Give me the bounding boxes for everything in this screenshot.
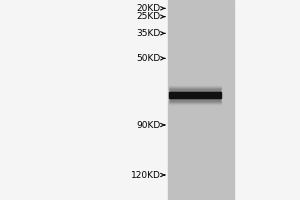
Bar xyxy=(168,0,234,200)
Bar xyxy=(169,92,220,98)
Text: 25KD: 25KD xyxy=(136,12,160,21)
Text: 120KD: 120KD xyxy=(130,170,160,180)
Text: 20KD: 20KD xyxy=(136,4,160,13)
Text: 90KD: 90KD xyxy=(136,120,161,130)
Text: 35KD: 35KD xyxy=(136,29,161,38)
Text: 50KD: 50KD xyxy=(136,54,161,63)
